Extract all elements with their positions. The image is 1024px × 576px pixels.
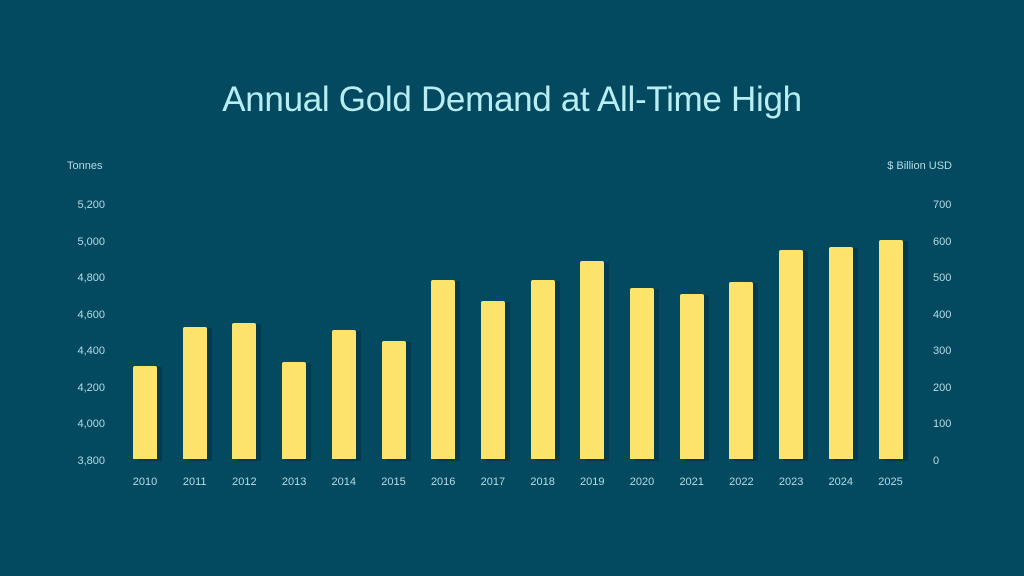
x-tick-label: 2022: [729, 476, 754, 488]
bar-fill: [828, 246, 853, 459]
x-tick-label: 2021: [679, 476, 704, 488]
left-tick-label: 5,200: [77, 199, 105, 211]
right-tick-label: 0: [933, 455, 940, 467]
x-tick-label: 2024: [828, 476, 854, 488]
left-tick-label: 4,000: [77, 418, 105, 431]
bar-2020: [630, 286, 659, 461]
left-axis-title: Tonnes: [67, 160, 103, 172]
bar-fill: [331, 330, 356, 459]
bar-2019: [580, 259, 610, 461]
bar-fill: [431, 279, 456, 459]
bar-fill: [133, 365, 157, 459]
left-tick-label: 4,600: [77, 308, 105, 321]
bar-fill: [779, 249, 804, 459]
right-tick-label: 300: [933, 345, 952, 358]
x-tick-label: 2025: [878, 476, 903, 488]
bar-fill: [381, 341, 406, 459]
right-axis-title: $ Billion USD: [887, 160, 952, 172]
right-tick-label: 500: [933, 272, 952, 285]
bar-fill: [729, 281, 754, 459]
x-tick-label: 2017: [480, 476, 506, 488]
bar-fill: [480, 300, 505, 459]
left-tick-label: 4,400: [77, 345, 105, 358]
x-tick-label: 2014: [331, 476, 357, 488]
left-tick-label: 4,800: [77, 272, 105, 285]
bar-2021: [679, 292, 709, 461]
bar-fill: [630, 288, 654, 459]
left-tick-label: 4,200: [77, 381, 105, 394]
bar-2024: [828, 245, 858, 461]
x-tick-label: 2018: [530, 476, 555, 488]
bar-fill: [232, 322, 257, 459]
bar-fill: [580, 260, 605, 459]
bar-2016: [431, 278, 461, 461]
bar-2022: [729, 280, 759, 461]
chart-title: Annual Gold Demand at All-Time High: [222, 80, 802, 119]
bar-fill: [282, 362, 307, 459]
bar-2025: [878, 238, 908, 461]
right-tick-label: 200: [933, 381, 952, 394]
x-tick-label: 2019: [580, 476, 605, 488]
right-tick-label: 100: [933, 418, 952, 431]
bar-2018: [530, 278, 560, 461]
left-tick-label: 5,000: [77, 235, 105, 248]
x-tick-label: 2016: [430, 476, 456, 488]
bar-fill: [530, 279, 555, 459]
bar-fill: [679, 294, 704, 459]
right-tick-label: 400: [933, 308, 952, 321]
bar-fill: [878, 239, 903, 459]
x-tick-label: 2023: [778, 476, 804, 488]
right-tick-label: 700: [933, 199, 952, 211]
x-tick-label: 2011: [182, 476, 207, 488]
x-tick-label: 2010: [132, 476, 158, 488]
bar-2014: [331, 328, 361, 461]
bar-2013: [282, 360, 312, 461]
left-tick-label: 3,800: [77, 455, 105, 467]
bar-2015: [381, 339, 411, 461]
bar-2010: [133, 364, 162, 461]
x-tick-label: 2013: [281, 476, 307, 488]
bar-2011: [182, 325, 212, 461]
bar-2017: [480, 299, 510, 461]
x-tick-label: 2012: [232, 476, 257, 488]
bar-fill: [182, 327, 207, 459]
right-tick-label: 600: [933, 235, 952, 248]
x-tick-label: 2020: [629, 476, 655, 488]
bar-2023: [779, 248, 809, 461]
bar-2012: [232, 321, 262, 461]
x-tick-label: 2015: [381, 476, 406, 488]
